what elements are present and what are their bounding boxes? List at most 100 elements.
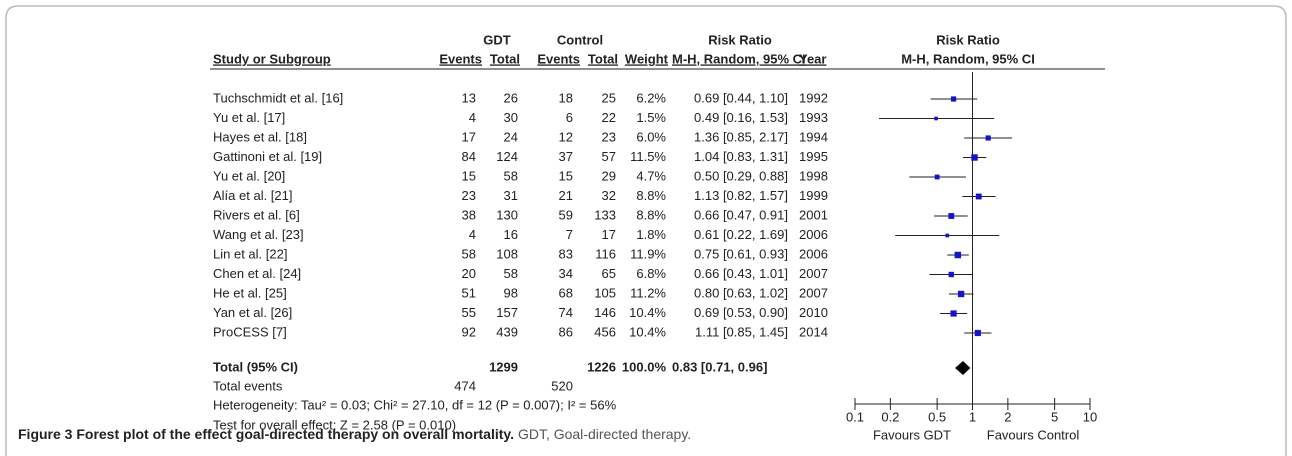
cell-years: 1994 [799,129,828,144]
effect-square [957,290,965,298]
cell-gdt-totals: 16 [504,227,518,242]
cell-control-totals: 146 [594,305,616,320]
effect-square [974,329,981,337]
overall-effect: Test for overall effect: Z = 2.58 (P = 0… [213,417,456,432]
cell-ci-labels: 0.75 [0.61, 0.93] [694,246,788,261]
cell-control-events: 74 [559,305,573,320]
cell-gdt-events: 92 [462,324,476,339]
cell-control-events: 59 [559,207,573,222]
cell-gdt-totals: 26 [504,90,518,105]
cell-control-events: 18 [559,90,573,105]
cell-weight-labels: 6.0% [636,129,666,144]
cell-studies: Yan et al. [26] [213,305,292,320]
cell-years: 2006 [799,227,828,242]
column-header: Total [490,51,520,66]
cell-years: 2007 [799,285,828,300]
cell-gdt-events: 15 [462,168,476,183]
cell-studies: Rivers et al. [6] [213,207,300,222]
cell-years: 2007 [799,266,828,281]
cell-ci-labels: 1.36 [0.85, 2.17] [694,129,788,144]
total-label: Total (95% CI) [213,359,298,374]
cell-years: 1993 [799,110,828,125]
cell-gdt-totals: 439 [496,324,518,339]
cell-gdt-events: 55 [462,305,476,320]
x-tick-label: 5 [1051,409,1058,424]
cell-control-events: 34 [559,266,573,281]
effect-square [975,193,982,200]
total-events-label: Total events [213,378,283,393]
group-label: Control [557,32,603,47]
cell-control-totals: 65 [602,266,616,281]
cell-studies: Chen et al. [24] [213,266,301,281]
cell-studies: Hayes et al. [18] [213,129,307,144]
effect-square [934,174,940,180]
column-header: Events [537,51,580,66]
summary-diamond [955,361,971,375]
cell-control-totals: 456 [594,324,616,339]
cell-control-totals: 105 [594,285,616,300]
cell-gdt-events: 38 [462,207,476,222]
cell-ci-labels: 0.66 [0.43, 1.01] [694,266,788,281]
cell-years: 2006 [799,246,828,261]
effect-square [948,271,954,278]
caption: Figure 3 Forest plot of the effect goal-… [18,426,691,442]
caption-text: GDT, Goal-directed therapy. [518,426,691,442]
cell-ci-labels: 0.69 [0.53, 0.90] [694,305,788,320]
cell-gdt-totals: 30 [504,110,518,125]
cell-studies: Tuchschmidt et al. [16] [213,90,343,105]
total-events: 474 [454,378,476,393]
cell-ci-labels: 1.11 [0.85, 1.45] [695,324,788,339]
cell-gdt-events: 4 [469,110,476,125]
cell-studies: ProCESS [7] [213,324,287,339]
cell-ci-labels: 0.66 [0.47, 0.91] [694,207,788,222]
effect-square [950,310,957,317]
group-label: GDT [483,32,511,47]
method-label: M-H, Random, 95% CI [901,51,1035,66]
cell-weight-labels: 10.4% [629,324,666,339]
cell-control-events: 21 [559,188,573,203]
cell-studies: Alía et al. [21] [213,188,293,203]
cell-ci-labels: 0.69 [0.44, 1.10] [694,90,788,105]
cell-gdt-totals: 130 [496,207,518,222]
column-header: Total [588,51,618,66]
column-header: Weight [625,51,669,66]
measure-label: Risk Ratio [936,32,1000,47]
total-n: 1226 [587,359,616,374]
cell-control-events: 6 [566,110,573,125]
cell-ci-labels: 0.49 [0.16, 1.53] [694,110,788,125]
measure-label: Risk Ratio [708,32,772,47]
cell-gdt-events: 20 [462,266,476,281]
cell-years: 1995 [799,149,828,164]
cell-weight-labels: 1.5% [636,110,666,125]
cell-years: 1999 [799,188,828,203]
cell-studies: Gattinoni et al. [19] [213,149,322,164]
cell-ci-labels: 0.80 [0.63, 1.02] [694,285,788,300]
cell-gdt-totals: 124 [496,149,518,164]
cell-gdt-totals: 58 [504,168,518,183]
cell-control-events: 12 [559,129,573,144]
effect-square [945,233,950,238]
total-weight: 100.0% [622,359,667,374]
cell-gdt-totals: 24 [504,129,518,144]
heterogeneity: Heterogeneity: Tau² = 0.03; Chi² = 27.10… [213,397,617,412]
cell-weight-labels: 11.9% [630,246,666,261]
cell-gdt-events: 84 [462,149,476,164]
cell-control-totals: 22 [602,110,616,125]
effect-square [971,154,978,161]
effect-square [950,96,957,102]
cell-ci-labels: 0.50 [0.29, 0.88] [694,168,788,183]
column-header: M-H, Random, 95% CI [672,51,806,66]
cell-weight-labels: 4.7% [636,168,666,183]
x-tick-label: 1 [969,409,976,424]
cell-gdt-totals: 108 [496,246,518,261]
cell-control-events: 15 [559,168,573,183]
cell-control-totals: 133 [594,207,616,222]
column-header: Events [439,51,482,66]
caption-title: Figure 3 Forest plot of the effect goal-… [18,426,514,442]
effect-square [954,251,962,259]
cell-years: 1992 [799,90,828,105]
cell-ci-labels: 1.13 [0.82, 1.57] [694,188,788,203]
cell-years: 2001 [799,207,828,222]
total-ci: 0.83 [0.71, 0.96] [672,359,767,374]
